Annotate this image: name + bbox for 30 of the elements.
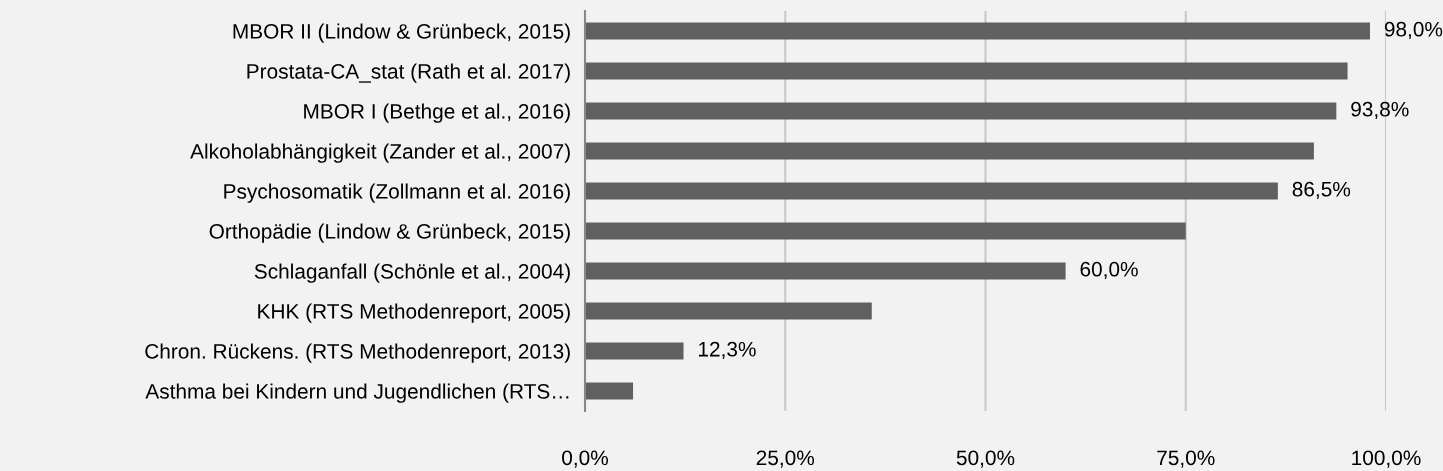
data-label: 60,0%: [1080, 261, 1138, 280]
bar: [585, 102, 1337, 120]
x-tick-label: 100,0%: [1352, 450, 1421, 468]
y-tick-label: Alkoholabhängigkeit (Zander et al., 2007): [190, 143, 570, 163]
data-label: 98,0%: [1384, 21, 1443, 40]
x-tick-label: 75,0%: [1157, 450, 1215, 468]
bar: [585, 62, 1348, 80]
y-tick-label: Schlaganfall (Schönle et al., 2004): [254, 263, 570, 283]
bar: [585, 222, 1186, 240]
data-label: 12,3%: [699, 341, 756, 360]
bar: [585, 22, 1370, 40]
bar: [585, 182, 1278, 200]
bar: [585, 142, 1314, 160]
x-tick-label: 50,0%: [956, 450, 1015, 468]
x-tick-label: 0,0%: [562, 450, 608, 468]
data-label: 93,8%: [1351, 101, 1409, 120]
y-tick-label: MBOR II (Lindow & Grünbeck, 2015): [233, 23, 570, 43]
y-tick-label: MBOR I (Bethge et al., 2016): [304, 103, 570, 123]
y-tick-label: Psychosomatik (Zollmann et al. 2016): [224, 183, 570, 203]
data-label: 86,5%: [1292, 181, 1351, 200]
y-tick-label: Chron. Rückens. (RTS Methodenreport, 2013): [145, 343, 570, 363]
y-tick-label: Orthopädie (Lindow & Grünbeck, 2015): [209, 223, 570, 243]
bar: [585, 262, 1066, 280]
y-tick-label: KHK (RTS Methodenreport, 2005): [258, 303, 570, 323]
bar: [585, 382, 634, 400]
bar: [585, 342, 684, 360]
x-tick-label: 25,0%: [756, 450, 815, 468]
bar: [585, 302, 872, 320]
y-tick-label: Asthma bei Kindern und Jugendlichen (RTS…: [145, 383, 569, 403]
y-tick-label: Prostata-CA_stat (Rath et al. 2017): [247, 63, 570, 83]
